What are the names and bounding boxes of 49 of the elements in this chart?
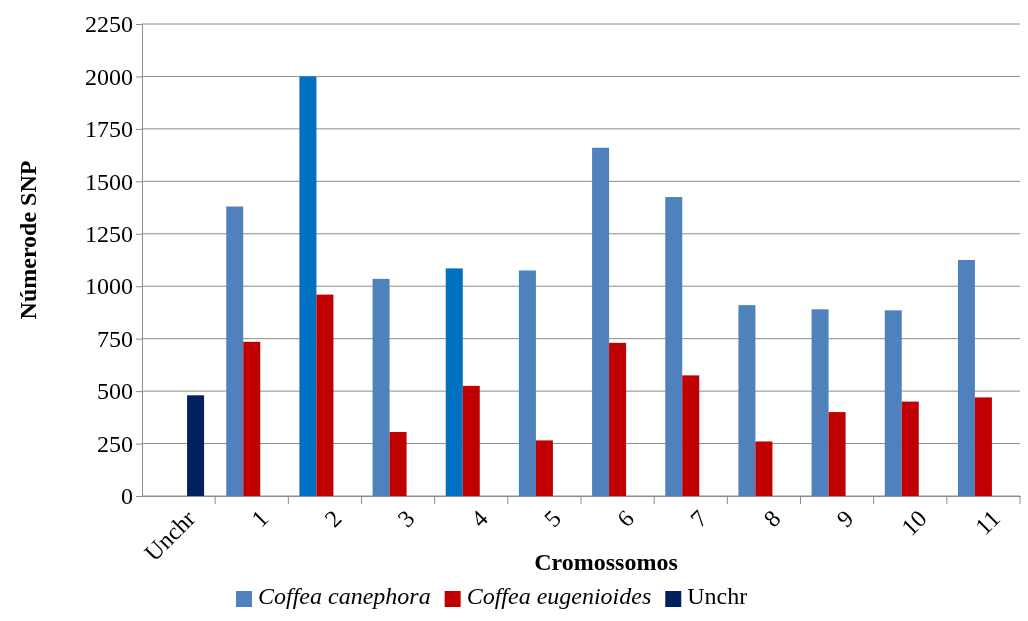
bar	[609, 342, 627, 496]
legend-label: Coffea eugenioides	[466, 583, 652, 609]
x-tick-label: 10	[896, 505, 932, 541]
y-axis-title: Númerode SNP	[15, 160, 41, 320]
bar	[828, 412, 846, 496]
bar	[187, 395, 205, 496]
y-tick-label: 0	[121, 483, 133, 510]
bar	[243, 341, 261, 496]
bar	[755, 441, 773, 496]
bar	[957, 260, 975, 496]
y-tick-label: 1000	[85, 273, 133, 300]
bar	[226, 206, 244, 496]
y-tick-label: 1500	[85, 168, 133, 195]
bar	[884, 310, 902, 496]
bar	[372, 278, 390, 496]
y-tick-label: 2250	[85, 11, 133, 38]
y-tick-label: 250	[97, 430, 133, 457]
x-tick-label: 7	[685, 505, 713, 533]
bar	[901, 401, 919, 496]
bar	[974, 397, 992, 496]
y-tick-label: 750	[97, 325, 133, 352]
y-tick-label: 500	[97, 378, 133, 405]
bar	[682, 375, 700, 496]
y-tick-label: 2000	[85, 63, 133, 90]
x-tick-label: 5	[539, 505, 566, 533]
x-tick-label: 1	[246, 505, 274, 533]
bar	[389, 432, 407, 496]
x-tick-label: 6	[612, 505, 640, 533]
bar	[738, 305, 756, 496]
y-tick-label: 1750	[85, 116, 133, 143]
bar	[665, 197, 683, 496]
legend-label: Unchr	[687, 583, 748, 609]
bar	[445, 268, 463, 496]
x-tick-label: 2	[319, 505, 347, 533]
bar	[462, 385, 480, 496]
x-axis-title: Cromossomos	[534, 549, 678, 575]
bar	[316, 294, 334, 496]
x-tick-label: 3	[392, 505, 420, 533]
x-tick-label: 9	[831, 505, 859, 533]
x-tick-label: 11	[970, 505, 1005, 540]
bar	[535, 440, 553, 496]
bar	[299, 76, 317, 496]
legend-label: Coffea canephora	[258, 583, 431, 609]
x-tick-label: 4	[465, 505, 493, 533]
y-tick-label: 1250	[85, 220, 133, 247]
bar	[592, 147, 610, 496]
bar	[518, 270, 536, 496]
bar	[811, 309, 829, 496]
x-tick-label: 8	[758, 505, 786, 533]
